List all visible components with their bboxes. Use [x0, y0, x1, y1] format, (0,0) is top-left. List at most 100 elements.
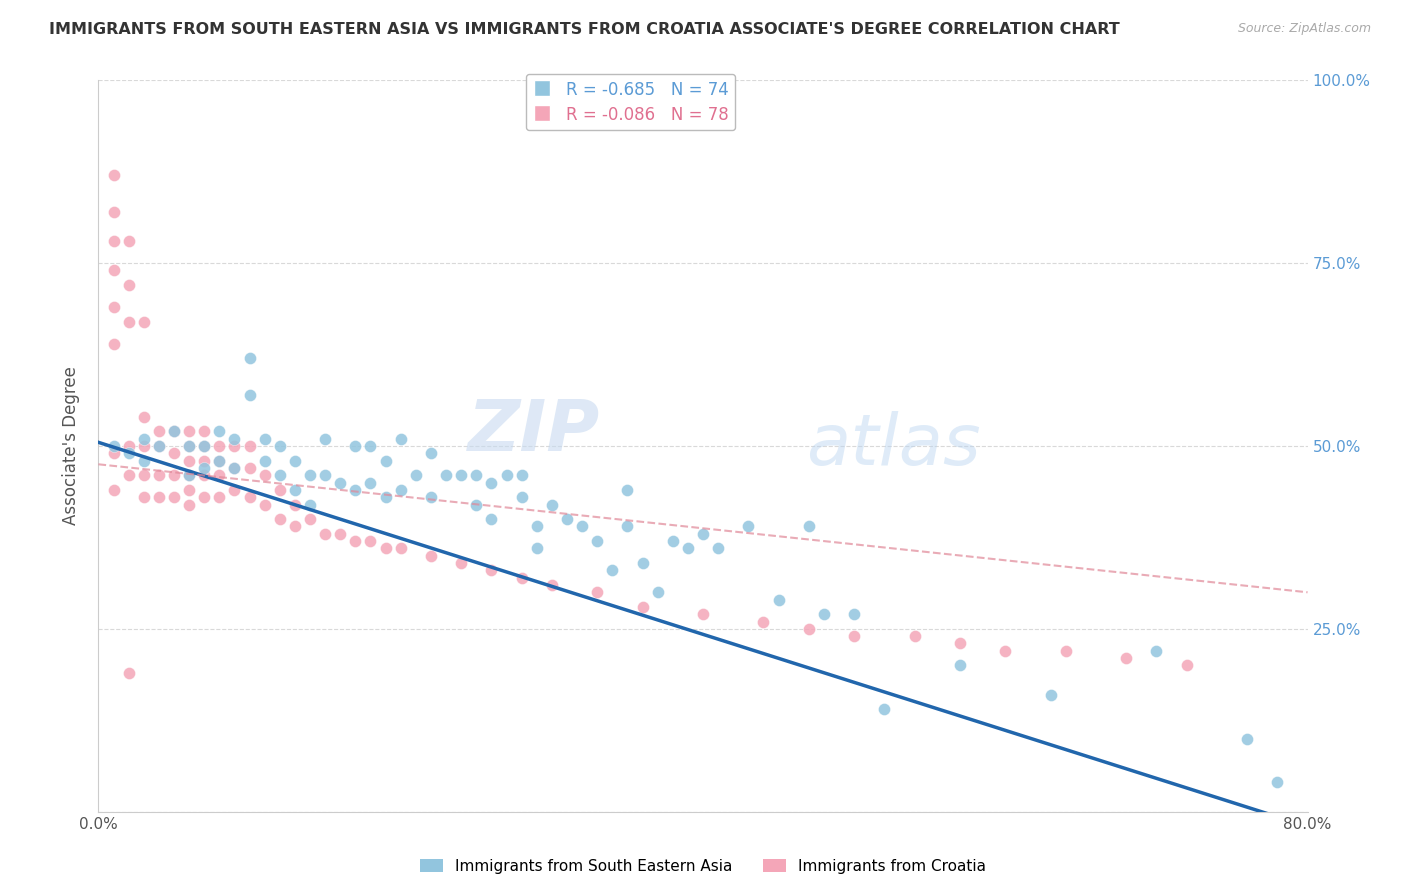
Point — [103, 205, 125, 219]
Point — [844, 607, 866, 622]
Point — [420, 446, 443, 460]
Point — [389, 541, 412, 556]
Point — [616, 483, 638, 497]
Point — [450, 468, 472, 483]
Point — [118, 278, 141, 293]
Point — [239, 461, 262, 475]
Text: Source: ZipAtlas.com: Source: ZipAtlas.com — [1237, 22, 1371, 36]
Point — [526, 541, 548, 556]
Point — [253, 468, 276, 483]
Point — [752, 615, 775, 629]
Point — [179, 468, 201, 483]
Point — [148, 439, 170, 453]
Point — [510, 490, 533, 504]
Point — [163, 490, 186, 504]
Point — [949, 636, 972, 650]
Point — [208, 453, 231, 467]
Point — [329, 475, 352, 490]
Point — [389, 432, 412, 446]
Point — [193, 490, 215, 504]
Point — [193, 425, 215, 439]
Point — [1039, 688, 1062, 702]
Point — [118, 446, 141, 460]
Legend: R = -0.685   N = 74, R = -0.086   N = 78: R = -0.685 N = 74, R = -0.086 N = 78 — [526, 74, 735, 130]
Point — [132, 432, 155, 446]
Point — [284, 483, 307, 497]
Point — [405, 468, 427, 483]
Point — [239, 490, 262, 504]
Point — [1054, 644, 1077, 658]
Point — [540, 498, 562, 512]
Point — [148, 425, 170, 439]
Point — [571, 519, 593, 533]
Point — [239, 388, 262, 402]
Point — [193, 468, 215, 483]
Point — [904, 629, 927, 643]
Point — [103, 169, 125, 183]
Point — [420, 549, 443, 563]
Point — [692, 526, 714, 541]
Point — [692, 607, 714, 622]
Point — [269, 439, 291, 453]
Legend: Immigrants from South Eastern Asia, Immigrants from Croatia: Immigrants from South Eastern Asia, Immi… — [413, 853, 993, 880]
Point — [208, 468, 231, 483]
Point — [434, 468, 457, 483]
Point — [450, 556, 472, 570]
Text: ZIP: ZIP — [468, 397, 600, 466]
Point — [179, 453, 201, 467]
Point — [360, 534, 382, 549]
Point — [103, 336, 125, 351]
Point — [224, 483, 246, 497]
Point — [253, 453, 276, 467]
Point — [631, 556, 654, 570]
Text: atlas: atlas — [806, 411, 980, 481]
Point — [103, 483, 125, 497]
Point — [239, 439, 262, 453]
Point — [797, 519, 820, 533]
Point — [481, 512, 503, 526]
Point — [526, 519, 548, 533]
Point — [103, 446, 125, 460]
Point — [586, 585, 609, 599]
Point — [510, 468, 533, 483]
Point — [179, 468, 201, 483]
Point — [510, 571, 533, 585]
Point — [1175, 658, 1198, 673]
Point — [193, 453, 215, 467]
Point — [299, 468, 322, 483]
Point — [118, 315, 141, 329]
Point — [1236, 731, 1258, 746]
Point — [284, 498, 307, 512]
Point — [179, 439, 201, 453]
Point — [389, 483, 412, 497]
Point — [179, 498, 201, 512]
Point — [132, 439, 155, 453]
Point — [103, 263, 125, 277]
Point — [1144, 644, 1167, 658]
Point — [132, 453, 155, 467]
Point — [994, 644, 1017, 658]
Point — [148, 490, 170, 504]
Point — [163, 468, 186, 483]
Point — [1115, 651, 1137, 665]
Point — [481, 475, 503, 490]
Point — [224, 461, 246, 475]
Point — [269, 512, 291, 526]
Point — [676, 541, 699, 556]
Point — [208, 425, 231, 439]
Point — [208, 439, 231, 453]
Point — [329, 526, 352, 541]
Point — [374, 490, 396, 504]
Point — [374, 453, 396, 467]
Point — [132, 490, 155, 504]
Point — [360, 475, 382, 490]
Point — [616, 519, 638, 533]
Point — [224, 432, 246, 446]
Point — [253, 432, 276, 446]
Point — [768, 592, 790, 607]
Point — [360, 439, 382, 453]
Point — [118, 665, 141, 680]
Point — [163, 425, 186, 439]
Point — [647, 585, 669, 599]
Point — [193, 439, 215, 453]
